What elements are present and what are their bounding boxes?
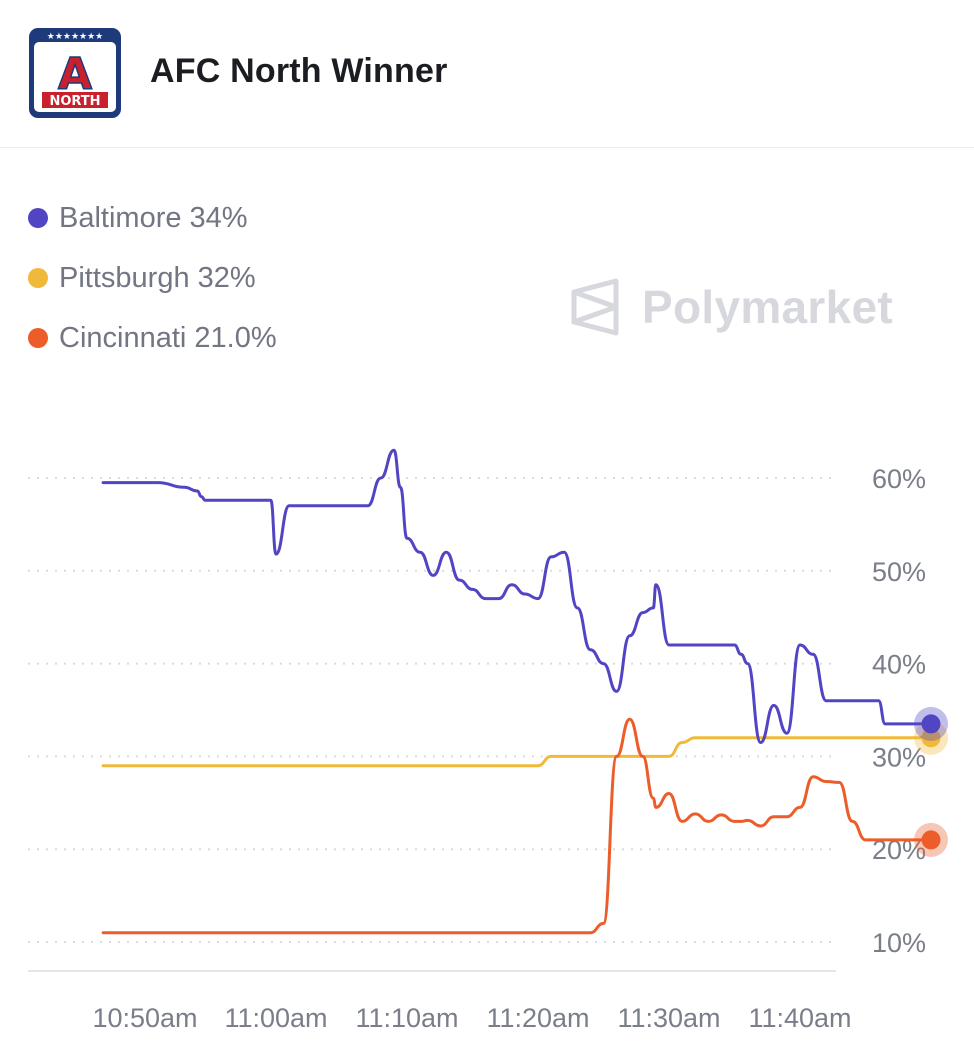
series-line-baltimore [101,448,933,744]
chart-legend: Baltimore 34% Pittsburgh 32% Cincinnati … [28,188,277,368]
legend-label-pittsburgh: Pittsburgh 32% [59,261,256,294]
y-tick-label: 10% [872,928,926,958]
legend-dot-cincinnati [28,328,48,348]
legend-label-baltimore: Baltimore 34% [59,201,248,234]
legend-label-cincinnati: Cincinnati 21.0% [59,321,277,354]
x-tick-label: 10:50am [92,1003,197,1033]
x-tick-label: 11:30am [617,1003,720,1033]
logo-stars: ★★★★★★★ [47,32,103,42]
x-tick-label: 11:10am [355,1003,458,1033]
market-header: ★★★★★★★ A NORTH AFC North Winner [0,0,974,148]
y-tick-label: 60% [872,464,926,494]
endpoint-dot-cincinnati [921,830,941,850]
y-tick-label: 30% [872,742,926,772]
x-tick-label: 11:20am [486,1003,589,1033]
y-tick-label: 40% [872,650,926,680]
market-title: AFC North Winner [150,52,448,90]
polymarket-logo-icon [571,278,619,336]
series-line-pittsburgh [101,736,933,768]
legend-dot-baltimore [28,208,48,228]
endpoint-dot-baltimore [921,714,941,734]
x-tick-label: 11:40am [748,1003,851,1033]
legend-item-cincinnati[interactable]: Cincinnati 21.0% [28,308,277,368]
legend-item-pittsburgh[interactable]: Pittsburgh 32% [28,248,277,308]
legend-dot-pittsburgh [28,268,48,288]
polymarket-watermark: Polymarket [570,278,893,336]
afc-north-logo: ★★★★★★★ A NORTH [29,28,121,118]
series-line-cincinnati [101,717,933,935]
endpoint-dot-pittsburgh [921,728,941,748]
y-tick-label: 50% [872,557,926,587]
x-tick-label: 11:00am [224,1003,327,1033]
logo-text: NORTH [49,94,100,109]
watermark-text: Polymarket [642,281,894,333]
legend-item-baltimore[interactable]: Baltimore 34% [28,188,277,248]
